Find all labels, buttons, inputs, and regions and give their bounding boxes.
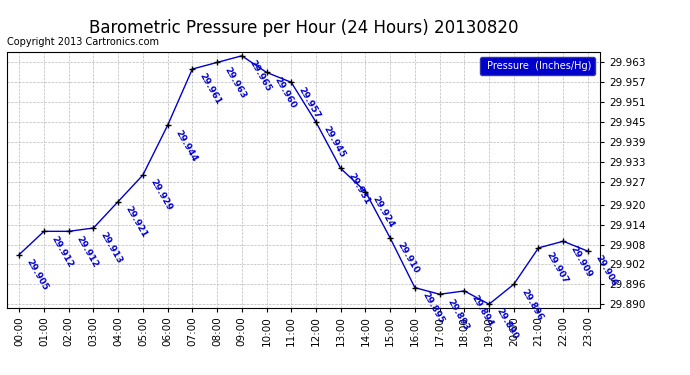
Text: 29.929: 29.929 [148,178,174,213]
Text: 29.905: 29.905 [25,257,50,292]
Text: 29.909: 29.909 [569,244,594,279]
Text: 29.896: 29.896 [520,287,544,322]
Text: 29.957: 29.957 [297,85,322,120]
Text: 29.913: 29.913 [99,231,124,266]
Text: 29.910: 29.910 [395,241,421,275]
Text: 29.912: 29.912 [75,234,99,269]
Text: 29.893: 29.893 [445,297,471,332]
Text: 29.944: 29.944 [173,128,199,163]
Text: 29.906: 29.906 [593,254,619,289]
Text: Barometric Pressure per Hour (24 Hours) 20130820: Barometric Pressure per Hour (24 Hours) … [89,19,518,37]
Text: 29.931: 29.931 [346,171,371,206]
Text: 29.907: 29.907 [544,251,569,285]
Text: 29.924: 29.924 [371,194,396,229]
Text: 29.894: 29.894 [470,294,495,328]
Text: 29.945: 29.945 [322,125,347,160]
Text: 29.960: 29.960 [272,75,297,110]
Text: Copyright 2013 Cartronics.com: Copyright 2013 Cartronics.com [7,38,159,47]
Legend: Pressure  (Inches/Hg): Pressure (Inches/Hg) [480,57,595,75]
Text: 29.965: 29.965 [247,58,273,93]
Text: 29.921: 29.921 [124,204,149,239]
Text: 29.895: 29.895 [420,290,446,325]
Text: 29.890: 29.890 [495,307,520,342]
Text: 29.912: 29.912 [50,234,75,269]
Text: 29.961: 29.961 [198,72,223,106]
Text: 29.963: 29.963 [223,65,248,100]
